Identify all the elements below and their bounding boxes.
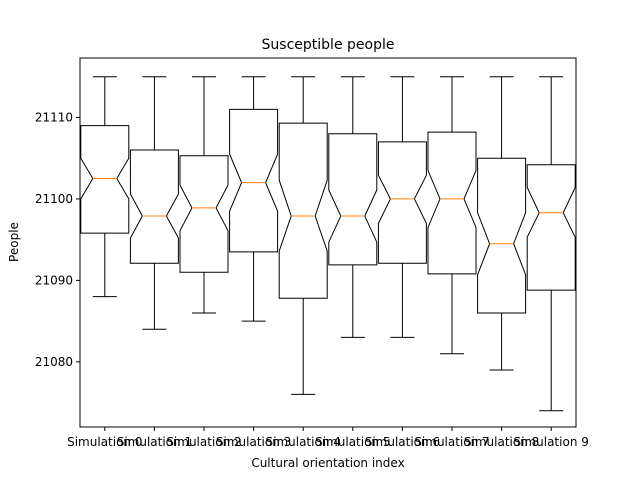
x-tick-label: Simulation 7 xyxy=(414,435,489,449)
x-tick-label: Simulation 1 xyxy=(117,435,192,449)
x-tick-label: Simulation 3 xyxy=(216,435,291,449)
box-body xyxy=(229,108,279,253)
box-5 xyxy=(328,76,378,338)
box-1 xyxy=(129,76,179,330)
box-6 xyxy=(377,76,427,338)
x-tick-label: Simulation 5 xyxy=(315,435,390,449)
x-tick-label: Simulation 9 xyxy=(514,435,589,449)
x-tick-label: Simulation 2 xyxy=(166,435,241,449)
box-body xyxy=(526,164,576,291)
x-axis-label: Cultural orientation index xyxy=(251,456,404,470)
box-body xyxy=(129,149,179,264)
y-tick-label: 21080 xyxy=(35,355,73,369)
box-7 xyxy=(427,76,477,355)
box-body xyxy=(179,155,229,273)
y-tick-label: 21090 xyxy=(35,273,73,287)
box-body xyxy=(427,131,477,275)
box-2 xyxy=(179,76,229,314)
x-tick-label: Simulation 0 xyxy=(67,435,142,449)
box-body xyxy=(377,141,427,264)
y-axis-label: People xyxy=(7,222,21,262)
y-tick-label: 21100 xyxy=(35,192,73,206)
y-axis-ticks: 21080 21090 21100 21110 xyxy=(35,110,80,369)
box-4 xyxy=(278,76,328,395)
axes-frame xyxy=(79,57,577,428)
x-tick-label: Simulation 8 xyxy=(464,435,539,449)
chart-title: Susceptible people xyxy=(262,37,395,53)
box-body xyxy=(328,133,378,266)
box-9 xyxy=(526,76,576,412)
box-body xyxy=(278,122,328,299)
y-tick-label: 21110 xyxy=(35,110,73,124)
box-0 xyxy=(80,76,130,298)
x-tick-label: Simulation 6 xyxy=(365,435,440,449)
box-body xyxy=(477,157,527,314)
plot-area xyxy=(80,76,576,412)
box-8 xyxy=(477,76,527,371)
x-tick-label: Simulation 4 xyxy=(266,435,341,449)
box-3 xyxy=(229,76,279,322)
box-body xyxy=(80,125,130,234)
